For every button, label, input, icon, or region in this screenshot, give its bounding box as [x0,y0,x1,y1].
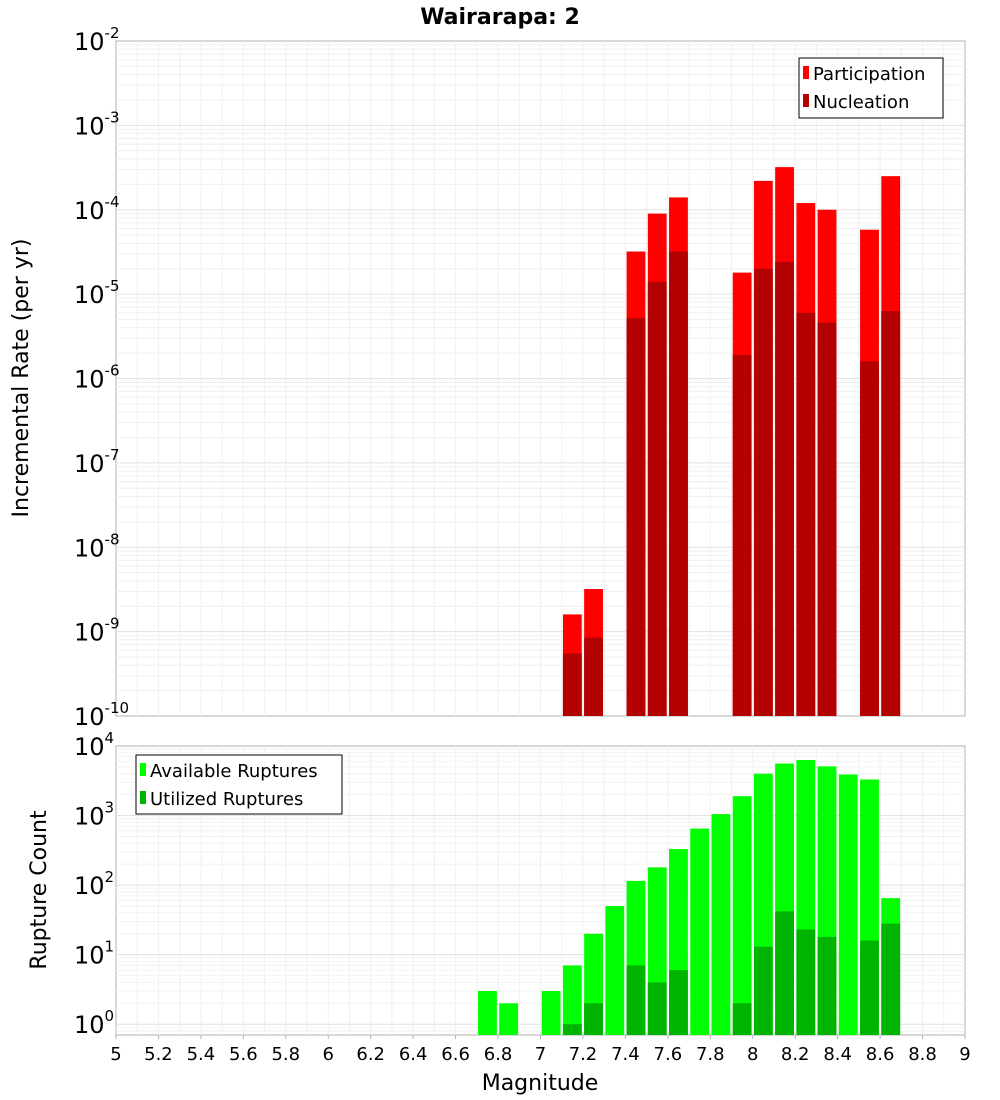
x-axis-label: Magnitude [482,1071,599,1096]
count-bar-available-ruptures [732,796,752,1035]
rate-bar-nucleation [775,262,794,716]
utilized-legend-label: Utilized Ruptures [150,789,303,810]
x-tick-label: 5.6 [229,1044,258,1065]
x-tick-label: 6.8 [484,1044,513,1065]
x-tick-label: 7.6 [654,1044,683,1065]
x-tick-label: 8 [747,1044,758,1065]
x-tick-label: 7.2 [569,1044,598,1065]
rate-y-tick: 10-4 [74,193,120,225]
count-bar-available-ruptures [690,828,710,1035]
rate-legend: Participation Nucleation [798,57,944,119]
count-bar-utilized-ruptures [669,970,688,1035]
x-tick-label: 8.2 [781,1044,810,1065]
rate-bar-nucleation [796,312,816,716]
count-legend: Available Ruptures Utilized Ruptures [135,754,343,815]
x-tick-label: 5.4 [187,1044,216,1065]
rate-bar-nucleation [753,268,773,716]
x-tick-label: 7 [535,1044,546,1065]
count-bar-utilized-ruptures [817,936,837,1035]
rate-bar-nucleation [626,318,646,716]
rate-y-tick: 10-5 [74,277,120,309]
utilized-legend-swatch [140,791,146,804]
rate-legend-box [798,57,944,119]
available-legend-label: Available Ruptures [150,761,318,782]
x-tick-label: 6 [323,1044,334,1065]
rate-y-tick: 10-7 [74,446,120,478]
count-bar-available-ruptures [541,991,561,1035]
x-tick-label: 9 [959,1044,970,1065]
rate-y-tick: 10-10 [74,699,129,731]
x-tick-labels: 5 5.2 5.4 5.6 5.8 6 6.2 6.4 6.6 6.8 7 7.2 7.4 7.6 7.8 8… [110,1035,971,1065]
count-bar-utilized-ruptures [562,1024,582,1035]
count-panel: 100 101 102 103 104 5 5.2 5.4 5.6 5.8 6 6.2 6.4 6.6 6… [27,729,971,1096]
nucleation-legend-swatch [803,94,809,107]
rate-y-tick: 10-3 [74,108,120,140]
count-bars [478,759,901,1035]
participation-legend-swatch [803,66,809,79]
x-tick-label: 6.4 [399,1044,428,1065]
count-y-tick: 100 [74,1007,114,1039]
rate-panel: 10-10 10-9 10-8 10-7 10-6 10-5 10-4 10-3 10-2 In… [9,24,966,731]
rate-bar-nucleation [881,311,901,716]
x-tick-label: 8.6 [866,1044,895,1065]
rate-bar-nucleation [669,251,688,716]
x-tick-label: 5.8 [271,1044,300,1065]
count-bar-utilized-ruptures [647,982,667,1035]
x-tick-label: 8.8 [908,1044,937,1065]
count-bar-utilized-ruptures [584,1003,603,1035]
x-tick-label: 7.4 [611,1044,640,1065]
count-bar-available-ruptures [499,1003,519,1035]
x-tick-label: 6.2 [356,1044,385,1065]
count-bar-available-ruptures [478,991,497,1035]
count-y-tick: 104 [74,729,114,761]
x-tick-label: 5.2 [144,1044,173,1065]
count-bar-available-ruptures [838,774,858,1035]
rate-y-tick: 10-9 [74,615,120,647]
count-y-tick: 101 [74,938,114,970]
count-bar-utilized-ruptures [753,946,773,1035]
rate-bars [562,167,901,717]
rate-bar-nucleation [732,354,752,716]
rate-y-tick-labels: 10-10 10-9 10-8 10-7 10-6 10-5 10-4 10-3 10-2 [74,24,129,731]
chart-title: Wairarapa: 2 [420,5,580,30]
rate-y-tick: 10-8 [74,530,120,562]
rate-bar-nucleation [817,322,837,716]
count-bar-available-ruptures [711,814,731,1035]
rate-bar-nucleation [647,281,667,716]
x-tick-label: 7.8 [696,1044,725,1065]
count-y-tick: 103 [74,799,114,831]
count-y-tick-labels: 100 101 102 103 104 [74,729,114,1039]
participation-legend-label: Participation [813,64,925,85]
available-legend-swatch [140,763,146,776]
count-y-tick: 102 [74,868,114,900]
count-bar-available-ruptures [605,906,625,1035]
rate-y-tick: 10-2 [74,24,120,56]
rate-gridlines [116,41,965,716]
x-tick-label: 5 [110,1044,121,1065]
count-legend-box [135,754,343,815]
rate-bar-nucleation [562,653,582,716]
count-bar-available-ruptures [562,965,582,1035]
rate-y-tick: 10-6 [74,362,120,394]
rate-y-axis-label: Incremental Rate (per yr) [9,239,34,518]
count-y-axis-label: Rupture Count [27,810,52,970]
x-tick-label: 8.4 [823,1044,852,1065]
rate-bar-nucleation [860,361,879,716]
count-bar-utilized-ruptures [860,940,879,1035]
count-bar-utilized-ruptures [732,1003,752,1035]
rate-bar-nucleation [584,637,603,716]
count-bar-utilized-ruptures [626,965,646,1035]
x-tick-label: 6.6 [441,1044,470,1065]
count-bar-utilized-ruptures [796,929,816,1035]
count-bar-utilized-ruptures [881,923,901,1035]
nucleation-legend-label: Nucleation [813,92,909,113]
count-bar-utilized-ruptures [775,911,794,1035]
